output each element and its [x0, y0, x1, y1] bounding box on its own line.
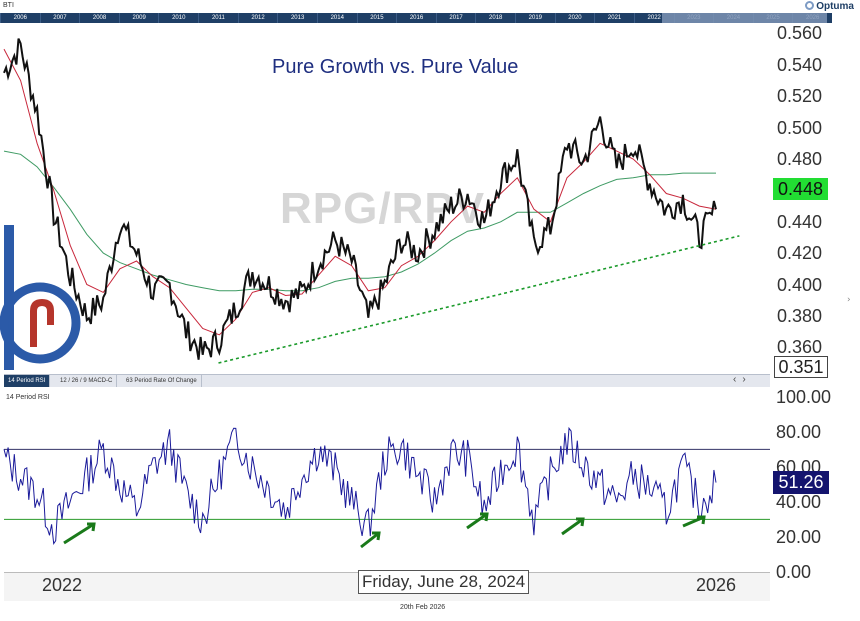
rsi-pane-label: 14 Period RSI [6, 394, 50, 401]
y-tick-label: 0.520 [777, 86, 823, 107]
year-cell-2020[interactable]: 2020 [554, 13, 595, 23]
svg-text:›: › [847, 295, 851, 305]
logo-text: Optuma [816, 1, 854, 12]
green-arrow-icon [63, 522, 95, 545]
tab-roc[interactable]: 63 Period Rate Of Change [122, 375, 202, 387]
year-cell-2018[interactable]: 2018 [475, 13, 515, 23]
chart-title: Pure Growth vs. Pure Value [272, 56, 519, 78]
year-cell-2009[interactable]: 2009 [118, 13, 159, 23]
series-rpg-rpv [3, 38, 717, 360]
brand-logo-icon [0, 225, 81, 370]
y-tick-label: 0.420 [777, 243, 823, 264]
green-arrowhead-icon [372, 531, 381, 541]
year-cell-2006[interactable]: 2006 [0, 13, 40, 23]
year-cell-2022[interactable]: 2022 [633, 13, 674, 23]
y-tick-label: 0.500 [777, 117, 823, 138]
tab-macd[interactable]: 12 / 26 / 9 MACD-C [56, 375, 118, 387]
year-cell-2015[interactable]: 2015 [356, 13, 397, 23]
rsi-tick-label: 100.00 [776, 386, 832, 407]
year-cell-2014[interactable]: 2014 [316, 13, 357, 23]
year-cell-2016[interactable]: 2016 [396, 13, 436, 23]
tab-rsi[interactable]: 14 Period RSI [4, 375, 51, 387]
year-cell-2008[interactable]: 2008 [79, 13, 119, 23]
year-cell-2013[interactable]: 2013 [277, 13, 317, 23]
year-cell-2017[interactable]: 2017 [435, 13, 476, 23]
rsi-tick-label: 20.00 [776, 526, 822, 547]
crosshair-date-box: Friday, June 28, 2024 [358, 570, 530, 594]
footer-date: 20th Feb 2026 [400, 604, 446, 611]
hover-value-box: 0.351 [774, 356, 828, 378]
y-tick-label: 0.480 [777, 148, 823, 169]
x-label-2026: 2026 [696, 575, 737, 595]
y-tick-label: 0.380 [777, 305, 823, 326]
last-price-badge: 0.448 [773, 178, 828, 200]
year-cell-2007[interactable]: 2007 [39, 13, 80, 23]
navigator-window[interactable] [662, 13, 827, 23]
year-cell-2010[interactable]: 2010 [158, 13, 198, 23]
green-arrow-icon [561, 517, 584, 536]
y-tick-label: 0.540 [777, 54, 823, 75]
y-tick-label: 0.360 [777, 337, 823, 358]
green-arrowhead-icon [87, 522, 96, 532]
rsi-tick-label: 0.00 [776, 562, 812, 582]
optuma-logo-icon [805, 1, 815, 10]
green-arrowhead-icon [480, 512, 489, 522]
optuma-logo: Optuma [805, 1, 854, 12]
ticker-label: BTI [3, 2, 14, 9]
y-tick-label: 0.400 [777, 274, 823, 295]
green-arrow-icon [360, 531, 380, 549]
rsi-tick-label: 40.00 [776, 491, 822, 512]
green-arrowhead-icon [576, 517, 585, 527]
series-rsi [3, 426, 717, 545]
year-cell-2011[interactable]: 2011 [198, 13, 238, 23]
series-ma-short [3, 48, 717, 336]
rsi-chart[interactable] [0, 388, 770, 572]
green-arrowhead-icon [697, 515, 706, 525]
y-tick-label: 0.560 [777, 23, 823, 44]
chevron-left-icon[interactable]: ‹ [733, 374, 743, 385]
right-scroll-handle[interactable]: › [846, 24, 856, 584]
trendline [218, 235, 740, 364]
pane-nav-arrows[interactable]: ‹› [733, 374, 752, 385]
chevron-right-icon[interactable]: › [742, 374, 752, 385]
year-cell-2012[interactable]: 2012 [237, 13, 278, 23]
rsi-value-badge: 51.26 [773, 471, 829, 494]
year-cell-2019[interactable]: 2019 [515, 13, 555, 23]
x-label-2022: 2022 [42, 575, 83, 595]
year-cell-2021[interactable]: 2021 [594, 13, 634, 23]
rsi-tick-label: 80.00 [776, 421, 822, 442]
green-arrow-icon [466, 512, 488, 530]
indicator-tabs-bar: 14 Period RSI 12 / 26 / 9 MACD-C 63 Peri… [4, 374, 770, 387]
y-tick-label: 0.440 [777, 211, 823, 232]
main-price-chart[interactable] [0, 24, 770, 376]
rsi-arrow-annotations [63, 512, 706, 549]
